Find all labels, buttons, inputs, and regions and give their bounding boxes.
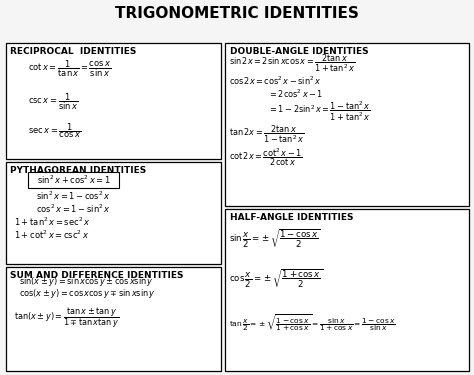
- FancyBboxPatch shape: [225, 209, 469, 370]
- Text: $\cot 2x = \dfrac{\cot^2 x - 1}{2\cot x}$: $\cot 2x = \dfrac{\cot^2 x - 1}{2\cot x}…: [229, 146, 303, 168]
- Text: HALF-ANGLE IDENTITIES: HALF-ANGLE IDENTITIES: [230, 213, 354, 222]
- Text: $1 + \tan^2 x = \sec^2 x$: $1 + \tan^2 x = \sec^2 x$: [14, 216, 91, 228]
- Text: $= 1 - 2\sin^2 x = \dfrac{1-\tan^2 x}{1+\tan^2 x}$: $= 1 - 2\sin^2 x = \dfrac{1-\tan^2 x}{1+…: [268, 100, 370, 123]
- FancyBboxPatch shape: [28, 172, 118, 188]
- FancyBboxPatch shape: [225, 43, 469, 206]
- Text: $\cos\dfrac{x}{2} = \pm\sqrt{\dfrac{1+\cos x}{2}}$: $\cos\dfrac{x}{2} = \pm\sqrt{\dfrac{1+\c…: [229, 267, 323, 290]
- Text: $\tan\dfrac{x}{2} = \pm\sqrt{\dfrac{1-\cos x}{1+\cos x}} = \dfrac{\sin x}{1+\cos: $\tan\dfrac{x}{2} = \pm\sqrt{\dfrac{1-\c…: [229, 313, 396, 334]
- Text: $\sin^2 x + \cos^2 x = 1$: $\sin^2 x + \cos^2 x = 1$: [36, 173, 110, 186]
- Text: $\cos^2 x = 1 - \sin^2 x$: $\cos^2 x = 1 - \sin^2 x$: [36, 202, 110, 215]
- FancyBboxPatch shape: [6, 162, 221, 264]
- Text: $\tan(x \pm y) = \dfrac{\tan x \pm \tan y}{1 \mp \tan x\tan y}$: $\tan(x \pm y) = \dfrac{\tan x \pm \tan …: [14, 306, 119, 330]
- Text: RECIPROCAL  IDENTITIES: RECIPROCAL IDENTITIES: [10, 47, 137, 56]
- Text: $\csc x = \dfrac{1}{\sin x}$: $\csc x = \dfrac{1}{\sin x}$: [28, 91, 79, 112]
- Text: SUM AND DIFFERENCE IDENTITIES: SUM AND DIFFERENCE IDENTITIES: [10, 271, 184, 280]
- FancyBboxPatch shape: [6, 267, 221, 370]
- Text: $\sin\dfrac{x}{2} = \pm\sqrt{\dfrac{1-\cos x}{2}}$: $\sin\dfrac{x}{2} = \pm\sqrt{\dfrac{1-\c…: [229, 228, 321, 250]
- Text: $\cos(x \pm y) = \cos x\cos y \mp \sin x\sin y$: $\cos(x \pm y) = \cos x\cos y \mp \sin x…: [19, 287, 156, 300]
- Text: $\sec x = \dfrac{1}{\cos x}$: $\sec x = \dfrac{1}{\cos x}$: [28, 122, 82, 141]
- Text: $\sin(x \pm y) = \sin x\cos y \pm \cos x\sin y$: $\sin(x \pm y) = \sin x\cos y \pm \cos x…: [19, 274, 154, 288]
- Text: PYTHAGOREAN IDENTITIES: PYTHAGOREAN IDENTITIES: [10, 166, 146, 175]
- Text: $\cos 2x = \cos^2 x - \sin^2 x$: $\cos 2x = \cos^2 x - \sin^2 x$: [229, 75, 321, 87]
- Text: $\tan 2x = \dfrac{2\tan x}{1 - \tan^2 x}$: $\tan 2x = \dfrac{2\tan x}{1 - \tan^2 x}…: [229, 123, 304, 145]
- Text: TRIGONOMETRIC IDENTITIES: TRIGONOMETRIC IDENTITIES: [115, 6, 359, 21]
- Text: $\sin 2x = 2\sin x\cos x = \dfrac{2\tan x}{1+\tan^2 x}$: $\sin 2x = 2\sin x\cos x = \dfrac{2\tan …: [229, 52, 355, 74]
- FancyBboxPatch shape: [6, 43, 221, 159]
- Text: $\cot x = \dfrac{1}{\tan x} = \dfrac{\cos x}{\sin x}$: $\cot x = \dfrac{1}{\tan x} = \dfrac{\co…: [28, 58, 112, 79]
- Text: DOUBLE-ANGLE IDENTITIES: DOUBLE-ANGLE IDENTITIES: [230, 47, 368, 56]
- Text: $\sin^2 x = 1 - \cos^2 x$: $\sin^2 x = 1 - \cos^2 x$: [36, 189, 110, 202]
- Text: $= 2\cos^2 x - 1$: $= 2\cos^2 x - 1$: [268, 87, 323, 100]
- Text: $1 + \cot^2 x = \csc^2 x$: $1 + \cot^2 x = \csc^2 x$: [14, 229, 90, 241]
